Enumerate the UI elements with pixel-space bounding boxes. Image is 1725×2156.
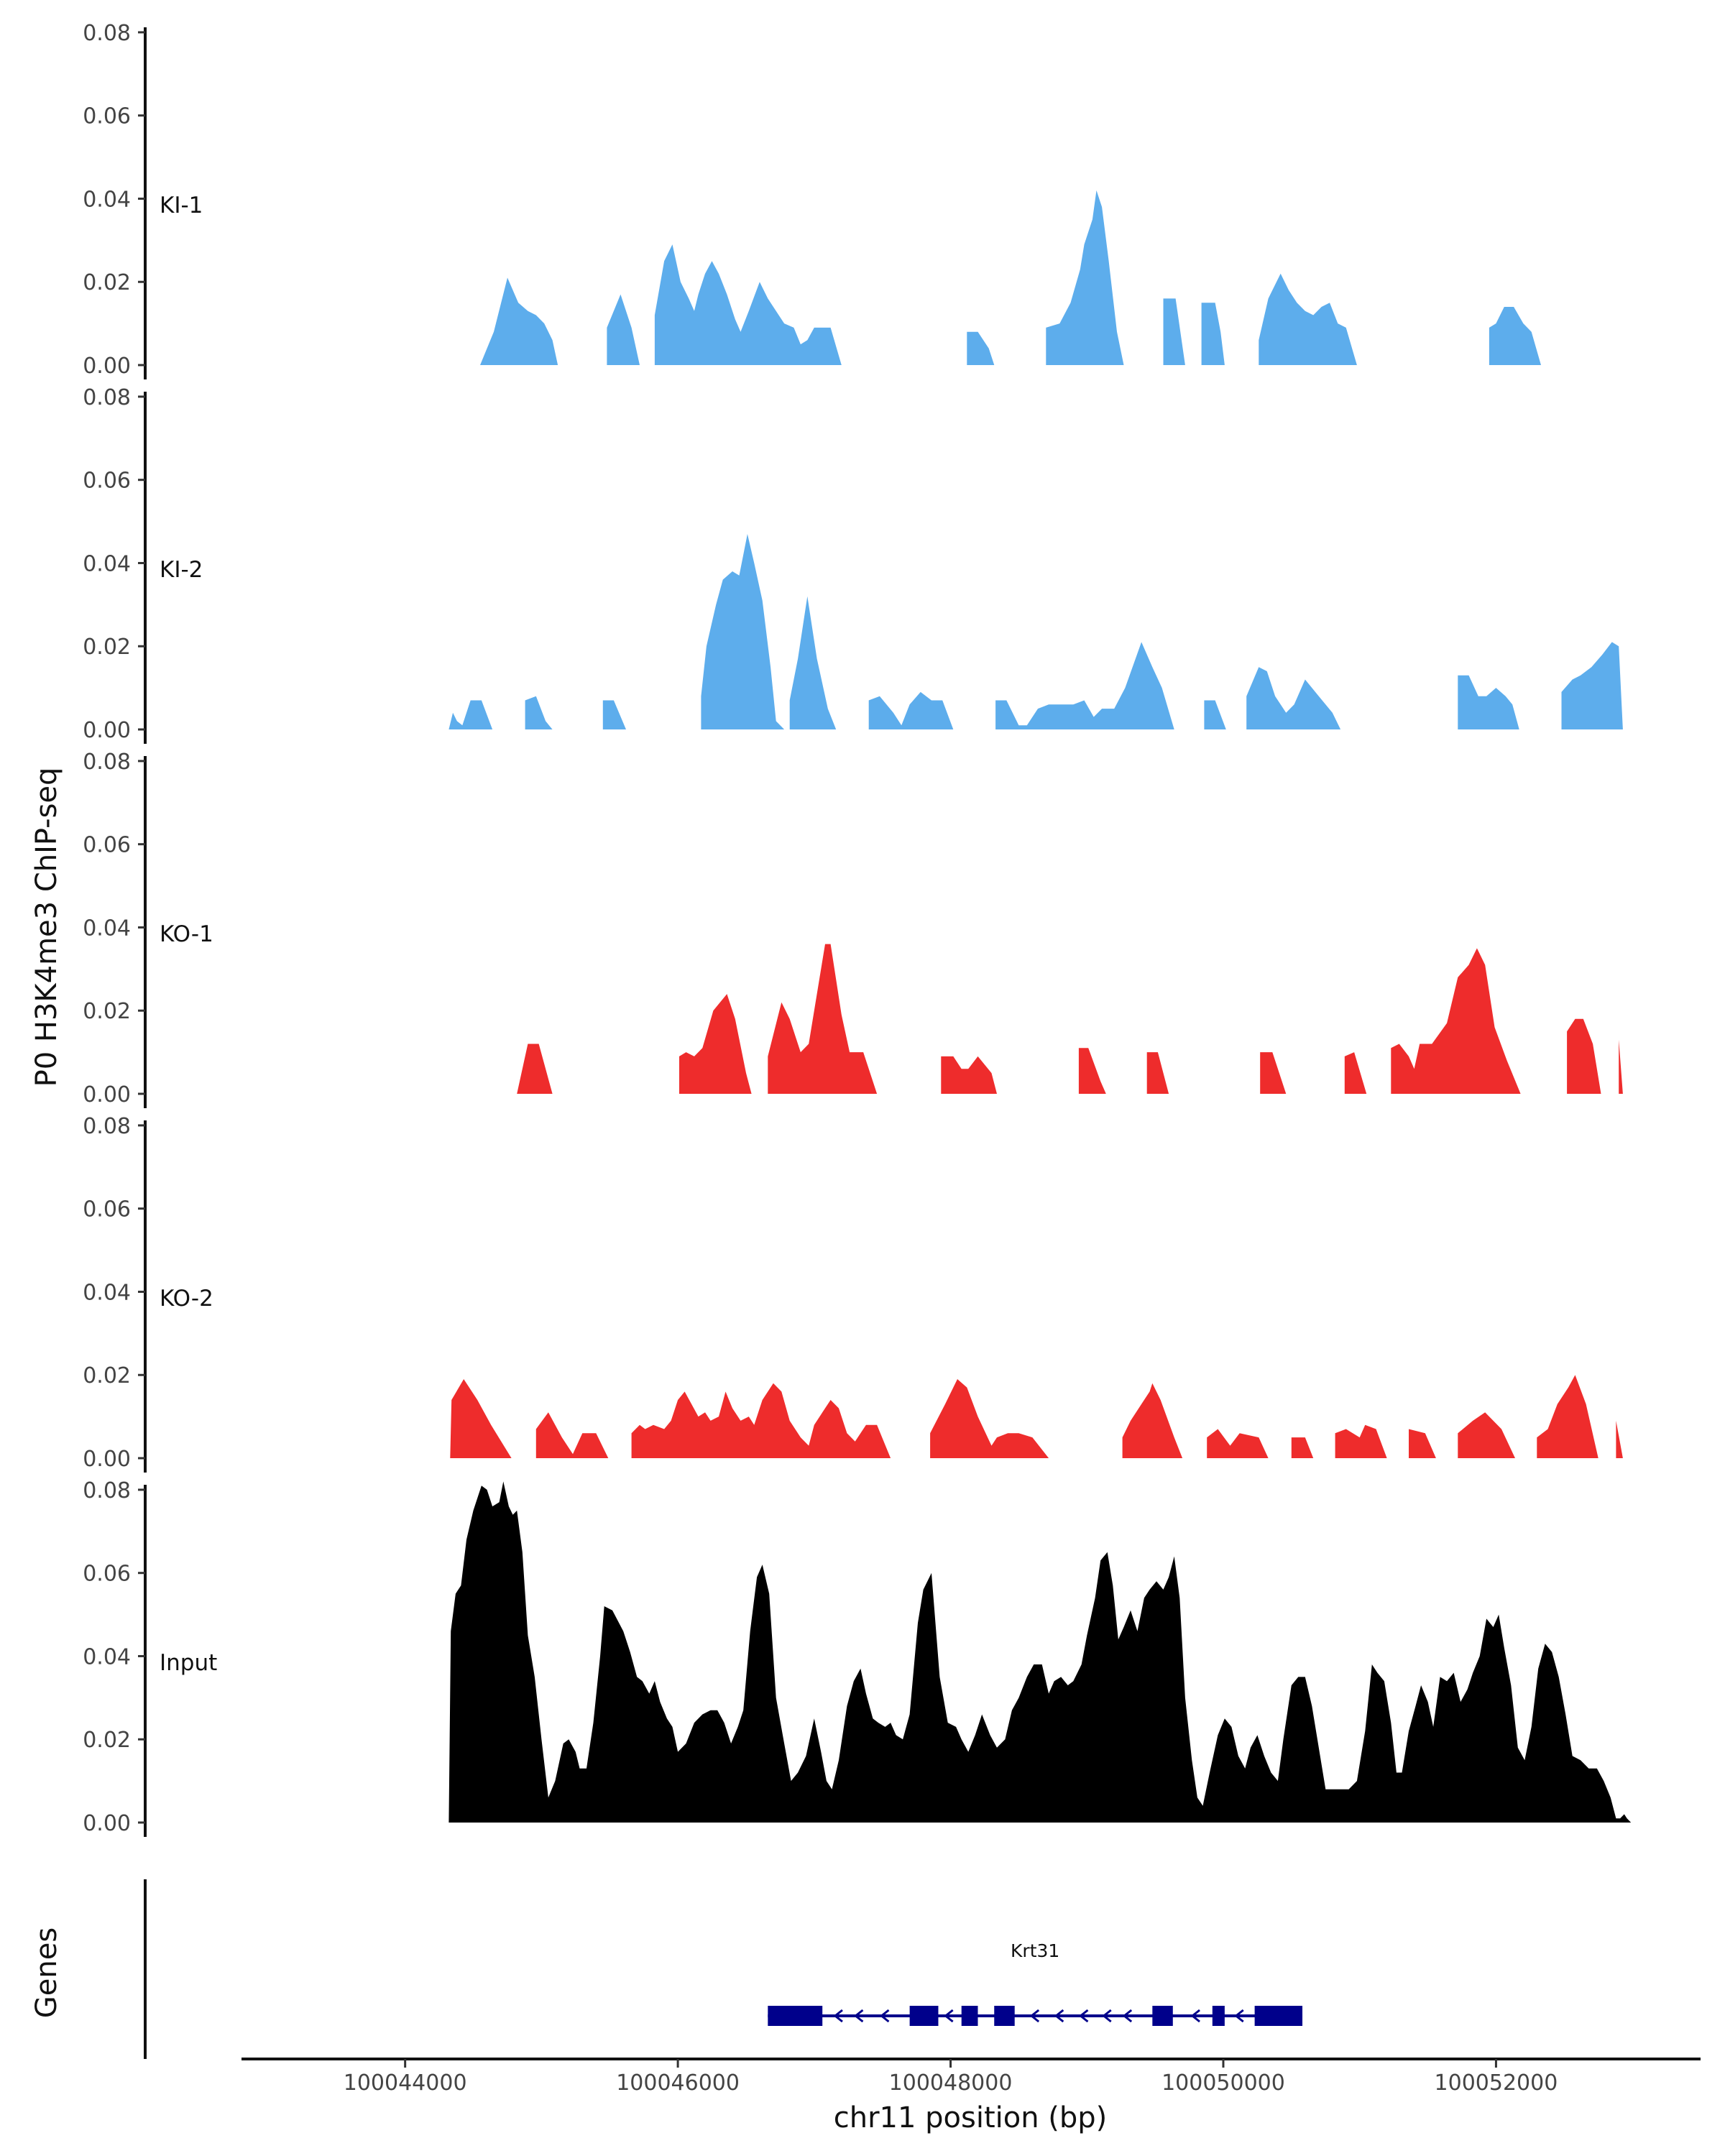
y-tick-label: 0.06: [83, 469, 131, 494]
gene-exon: [1212, 2006, 1225, 2026]
strand-arrow-icon: [1190, 2009, 1200, 2023]
y-tick-label: 0.00: [83, 718, 131, 743]
y-tick-label: 0.04: [83, 1280, 131, 1305]
track-panel-ki-2: 0.00 0.02 0.04 0.06 0.08 KI-2: [83, 385, 1623, 744]
strand-arrow-icon: [833, 2009, 843, 2023]
y-tick-label: 0.08: [83, 21, 131, 46]
x-tick-label: 100046000: [616, 2070, 740, 2096]
track-panel-ko-1: 0.00 0.02 0.04 0.06 0.08 KO-1: [83, 750, 1623, 1108]
y-tick-label: 0.08: [83, 1114, 131, 1139]
signal-area: [450, 1375, 1623, 1458]
track-label: KI-2: [160, 557, 203, 583]
strand-arrow-icon: [1079, 2009, 1089, 2023]
track-label: KI-1: [160, 193, 203, 218]
tracks-layer: 0.00 0.02 0.04 0.06 0.08 KI-1 0.00 0.02 0.04 0.06…: [83, 21, 1632, 1837]
y-tick-label: 0.04: [83, 187, 131, 212]
y-tick-label: 0.00: [83, 1811, 131, 1836]
x-axis-title: chr11 position (bp): [834, 2101, 1108, 2134]
signal-area: [448, 534, 1623, 729]
gene-exon: [768, 2006, 823, 2026]
strand-arrow-icon: [854, 2009, 864, 2023]
y-tick-label: 0.04: [83, 551, 131, 576]
y-tick-label: 0.00: [83, 1082, 131, 1107]
y-tick-label: 0.02: [83, 635, 131, 660]
strand-arrow-icon: [1122, 2009, 1133, 2023]
y-tick-label: 0.06: [83, 1562, 131, 1587]
track-panel-input: 0.00 0.02 0.04 0.06 0.08 Input: [83, 1478, 1632, 1837]
strand-arrow-icon: [1102, 2009, 1112, 2023]
track-label: KO-1: [160, 921, 213, 947]
x-tick-label: 100048000: [889, 2070, 1013, 2096]
y-tick-label: 0.08: [83, 385, 131, 410]
gene-layer: Krt31: [144, 1879, 1303, 2059]
y-tick-label: 0.08: [83, 750, 131, 775]
y-tick-label: 0.04: [83, 916, 131, 941]
strand-arrow-icon: [1029, 2009, 1040, 2023]
genes-panel: Krt31: [144, 1879, 1303, 2059]
genes-panel-title: Genes: [30, 1927, 63, 2018]
strand-arrow-icon: [1234, 2009, 1244, 2023]
y-tick-label: 0.06: [83, 1197, 131, 1222]
gene-exon: [1254, 2006, 1303, 2026]
y-tick-label: 0.04: [83, 1644, 131, 1669]
strand-arrow-icon: [880, 2009, 890, 2023]
y-tick-label: 0.02: [83, 999, 131, 1024]
y-tick-label: 0.02: [83, 270, 131, 295]
gene-exon: [909, 2006, 939, 2026]
gene-exon: [961, 2006, 978, 2026]
y-tick-label: 0.02: [83, 1728, 131, 1753]
y-axis-title: P0 H3K4me3 ChIP-seq: [30, 768, 63, 1087]
signal-area: [517, 944, 1623, 1094]
x-tick-label: 100050000: [1162, 2070, 1285, 2096]
y-tick-label: 0.00: [83, 1447, 131, 1472]
x-axis: 100044000 100046000 100048000 100050000 1000…: [242, 2058, 1701, 2096]
y-tick-label: 0.06: [83, 833, 131, 858]
signal-area: [448, 1481, 1632, 1823]
strand-arrow-icon: [1054, 2009, 1064, 2023]
x-tick-label: 100052000: [1435, 2070, 1558, 2096]
y-tick-label: 0.02: [83, 1363, 131, 1388]
gene-exon: [1152, 2006, 1173, 2026]
signal-area: [480, 190, 1541, 365]
track-panel-ko-2: 0.00 0.02 0.04 0.06 0.08 KO-2: [83, 1114, 1623, 1473]
track-label: Input: [160, 1650, 217, 1676]
x-tick-label: 100044000: [344, 2070, 467, 2096]
track-label: KO-2: [160, 1286, 213, 1312]
y-tick-label: 0.08: [83, 1478, 131, 1503]
track-panel-ki-1: 0.00 0.02 0.04 0.06 0.08 KI-1: [83, 21, 1541, 379]
strand-arrow-icon: [944, 2009, 954, 2023]
y-tick-label: 0.06: [83, 104, 131, 129]
gene-label: Krt31: [1011, 1940, 1059, 1961]
y-tick-label: 0.00: [83, 354, 131, 379]
gene-exon: [994, 2006, 1015, 2026]
